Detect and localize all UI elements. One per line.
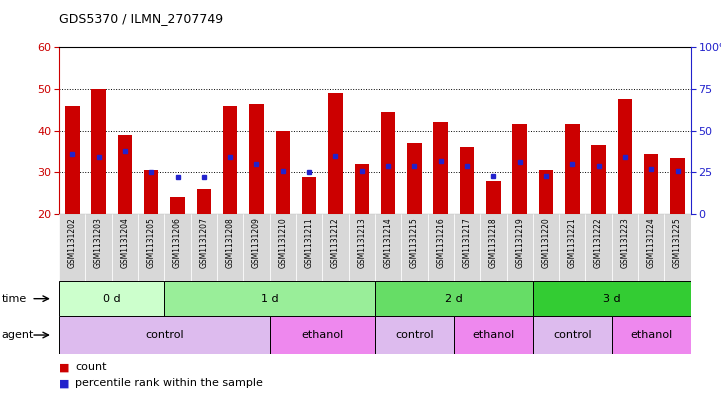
Bar: [533, 316, 611, 354]
Bar: [85, 214, 112, 281]
Text: GSM1131215: GSM1131215: [410, 218, 419, 268]
Text: GSM1131208: GSM1131208: [226, 218, 234, 268]
Text: GSM1131202: GSM1131202: [68, 218, 76, 268]
Bar: [118, 135, 132, 214]
Text: GSM1131210: GSM1131210: [278, 218, 287, 268]
Bar: [585, 214, 611, 281]
Bar: [65, 106, 79, 214]
Bar: [138, 214, 164, 281]
Text: percentile rank within the sample: percentile rank within the sample: [75, 378, 263, 388]
Bar: [611, 214, 638, 281]
Bar: [243, 214, 270, 281]
Text: GSM1131225: GSM1131225: [673, 218, 682, 268]
Bar: [270, 214, 296, 281]
Bar: [164, 281, 375, 316]
Bar: [460, 147, 474, 214]
Text: 3 d: 3 d: [603, 294, 621, 304]
Bar: [275, 130, 290, 214]
Bar: [454, 316, 533, 354]
Text: GSM1131211: GSM1131211: [305, 218, 314, 268]
Text: 2 d: 2 d: [445, 294, 463, 304]
Bar: [322, 214, 349, 281]
Bar: [170, 197, 185, 214]
Bar: [375, 214, 401, 281]
Text: GSM1131221: GSM1131221: [568, 218, 577, 268]
Bar: [112, 214, 138, 281]
Bar: [355, 164, 369, 214]
Bar: [539, 170, 553, 214]
Text: GSM1131222: GSM1131222: [594, 218, 603, 268]
Text: ■: ■: [59, 362, 70, 373]
Text: GSM1131216: GSM1131216: [436, 218, 445, 268]
Text: GSM1131213: GSM1131213: [358, 218, 366, 268]
Text: control: control: [553, 330, 592, 340]
Bar: [59, 214, 86, 281]
Bar: [591, 145, 606, 214]
Text: control: control: [145, 330, 184, 340]
Bar: [401, 214, 428, 281]
Bar: [611, 316, 691, 354]
Text: ■: ■: [59, 378, 70, 388]
Bar: [407, 143, 422, 214]
Text: 0 d: 0 d: [103, 294, 120, 304]
Bar: [644, 154, 658, 214]
Bar: [59, 281, 164, 316]
Bar: [348, 214, 375, 281]
Text: GSM1131219: GSM1131219: [516, 218, 524, 268]
Bar: [223, 106, 237, 214]
Text: count: count: [75, 362, 107, 373]
Text: GSM1131209: GSM1131209: [252, 218, 261, 268]
Bar: [217, 214, 243, 281]
Text: GSM1131217: GSM1131217: [463, 218, 472, 268]
Bar: [190, 214, 217, 281]
Bar: [144, 170, 159, 214]
Text: ethanol: ethanol: [472, 330, 515, 340]
Bar: [665, 214, 691, 281]
Bar: [533, 214, 559, 281]
Bar: [381, 112, 395, 214]
Bar: [375, 281, 533, 316]
Bar: [328, 93, 342, 214]
Bar: [375, 316, 454, 354]
Bar: [565, 125, 580, 214]
Text: GSM1131205: GSM1131205: [147, 218, 156, 268]
Text: GSM1131224: GSM1131224: [647, 218, 655, 268]
Text: GSM1131223: GSM1131223: [621, 218, 629, 268]
Text: GSM1131218: GSM1131218: [489, 218, 497, 268]
Text: GSM1131220: GSM1131220: [541, 218, 550, 268]
Bar: [92, 89, 106, 214]
Text: GSM1131203: GSM1131203: [94, 218, 103, 268]
Bar: [480, 214, 506, 281]
Bar: [270, 316, 375, 354]
Bar: [671, 158, 685, 214]
Text: GDS5370 / ILMN_2707749: GDS5370 / ILMN_2707749: [59, 12, 224, 25]
Text: control: control: [395, 330, 434, 340]
Bar: [59, 316, 270, 354]
Bar: [433, 122, 448, 214]
Text: GSM1131206: GSM1131206: [173, 218, 182, 268]
Text: GSM1131212: GSM1131212: [331, 218, 340, 268]
Bar: [164, 214, 190, 281]
Bar: [296, 214, 322, 281]
Text: GSM1131214: GSM1131214: [384, 218, 392, 268]
Bar: [197, 189, 211, 214]
Bar: [486, 181, 500, 214]
Text: ethanol: ethanol: [301, 330, 343, 340]
Bar: [618, 99, 632, 214]
Text: GSM1131204: GSM1131204: [120, 218, 129, 268]
Bar: [559, 214, 585, 281]
Bar: [249, 103, 264, 214]
Bar: [506, 214, 533, 281]
Text: time: time: [1, 294, 27, 304]
Text: agent: agent: [1, 330, 34, 340]
Bar: [454, 214, 480, 281]
Bar: [513, 125, 527, 214]
Text: GSM1131207: GSM1131207: [200, 218, 208, 268]
Bar: [533, 281, 691, 316]
Text: 1 d: 1 d: [261, 294, 278, 304]
Bar: [302, 176, 317, 214]
Bar: [428, 214, 454, 281]
Bar: [638, 214, 665, 281]
Text: ethanol: ethanol: [630, 330, 673, 340]
